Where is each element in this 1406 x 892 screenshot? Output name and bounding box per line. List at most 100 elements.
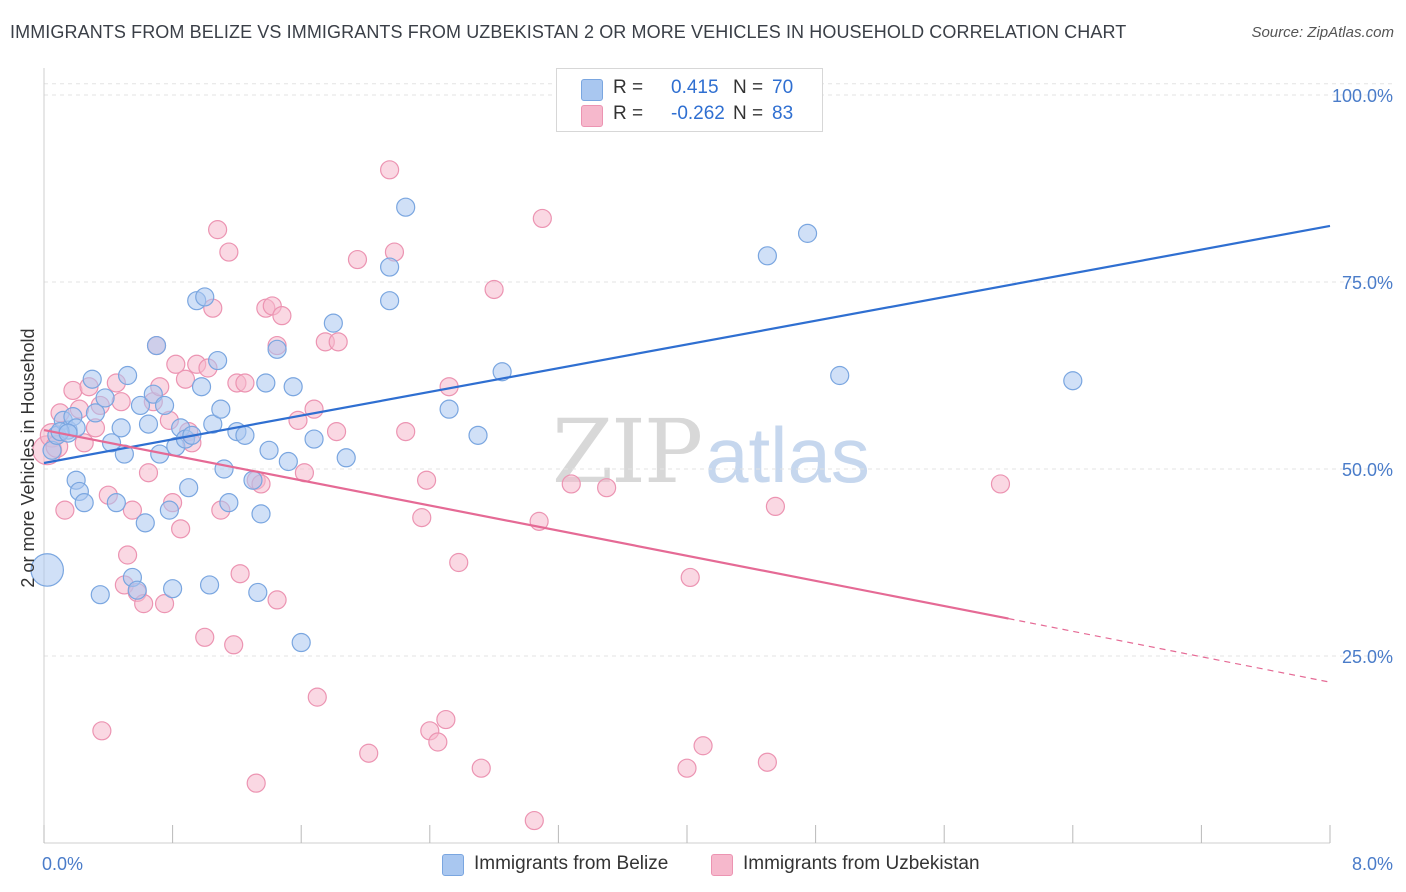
belize-point [492, 362, 512, 382]
belize-r-value: 0.415 [671, 77, 719, 98]
belize-point [195, 287, 215, 307]
belize-point [283, 377, 303, 397]
uzbekistan-point [428, 732, 448, 752]
uzbekistan-point [224, 635, 244, 655]
belize-point [95, 388, 115, 408]
belize-point [1063, 371, 1083, 391]
uzbekistan-point [524, 810, 544, 831]
uzbekistan-point [122, 500, 143, 520]
belize-point [179, 478, 199, 498]
belize-point [211, 399, 231, 419]
uzbekistan-point [449, 552, 469, 573]
uzbekistan-point [471, 758, 491, 778]
uzbekistan-point [757, 752, 777, 772]
belize-point [30, 553, 65, 587]
r-label: R = [613, 103, 644, 124]
belize-point [323, 313, 343, 333]
uzbekistan-legend-swatch [711, 854, 733, 876]
belize-point [439, 399, 459, 419]
r-label: R = [613, 77, 644, 98]
y-tick-label: 25.0% [1342, 647, 1393, 667]
x-tick-label-min: 0.0% [42, 854, 83, 874]
trend-layer [43, 224, 1331, 683]
belize-points [30, 197, 1083, 653]
belize-point [235, 425, 255, 445]
belize-point [138, 414, 159, 434]
uzbekistan-point [680, 567, 700, 588]
uzbekistan-swatch [581, 105, 603, 127]
chart-title: IMMIGRANTS FROM BELIZE VS IMMIGRANTS FRO… [10, 22, 1127, 42]
belize-point [191, 377, 212, 397]
uzbekistan-point [154, 594, 175, 614]
uzbekistan-trend-line [43, 429, 1009, 620]
belize-point [130, 395, 151, 416]
belize-legend-swatch [442, 854, 464, 876]
belize-n-value: 70 [772, 77, 794, 98]
uzbekistan-point [267, 590, 287, 610]
uzbekistan-legend-label: Immigrants from Uzbekistan [743, 853, 980, 874]
belize-point [278, 451, 298, 472]
uzbekistan-point [175, 369, 196, 389]
uzbekistan-n-value: 83 [772, 103, 794, 124]
belize-trend-line [43, 224, 1331, 465]
belize-point [203, 414, 223, 434]
uzbekistan-point [693, 736, 713, 756]
uzbekistan-points [32, 160, 1011, 831]
belize-point [85, 403, 106, 423]
belize-point [219, 493, 239, 513]
uzbekistan-point [416, 470, 437, 490]
uzbekistan-point [765, 496, 786, 516]
belize-point [74, 493, 94, 513]
uzbekistan-point [677, 758, 697, 778]
uzbekistan-point [532, 208, 552, 229]
y-tick-label: 75.0% [1342, 273, 1393, 293]
uzbekistan-point [230, 564, 250, 584]
labels-layer: 25.0% 50.0% 75.0% 100.0% 0.0% 8.0% 2 or more V… [18, 86, 1393, 874]
source-label: Source: ZipAtlas.com [1251, 24, 1394, 41]
uzbekistan-point [396, 422, 416, 442]
belize-point [127, 580, 147, 600]
belize-point [90, 585, 110, 605]
uzbekistan-point [380, 160, 400, 180]
belize-point [757, 246, 777, 266]
belize-point [267, 339, 287, 359]
uzbekistan-point [347, 249, 368, 270]
belize-point [304, 429, 324, 449]
uzbekistan-point [55, 500, 75, 520]
belize-point [380, 257, 400, 277]
belize-point [256, 373, 276, 393]
n-label: N = [733, 77, 764, 98]
belize-legend-label: Immigrants from Belize [474, 853, 669, 874]
uzbekistan-point [171, 519, 191, 539]
belize-point [291, 632, 311, 653]
belize-point [135, 513, 155, 533]
x-tick-label-max: 8.0% [1352, 854, 1393, 874]
uzbekistan-point [412, 508, 432, 528]
uzbekistan-point [63, 380, 83, 401]
belize-point [163, 579, 183, 599]
belize-point [214, 459, 234, 479]
uzbekistan-point [166, 354, 186, 374]
uzbekistan-point [484, 279, 504, 300]
uzbekistan-point [359, 743, 379, 763]
uzbekistan-point [272, 306, 292, 326]
belize-point [468, 425, 488, 445]
uzbekistan-point [208, 220, 228, 240]
uzbekistan-point [111, 392, 131, 412]
belize-point [396, 197, 416, 217]
belize-point [830, 365, 850, 386]
belize-point [106, 493, 126, 513]
belize-point [208, 350, 228, 371]
uzbekistan-point [195, 627, 215, 647]
axis-layer [43, 68, 1331, 844]
uzbekistan-point [138, 463, 159, 483]
belize-point [154, 395, 175, 416]
uzbekistan-point [561, 474, 581, 494]
y-axis-label: 2 or more Vehicles in Household [18, 328, 38, 587]
belize-point [259, 440, 279, 460]
belize-point [111, 418, 131, 438]
belize-point [797, 223, 818, 243]
uzbekistan-point [92, 721, 112, 741]
uzbekistan-point [436, 709, 456, 730]
